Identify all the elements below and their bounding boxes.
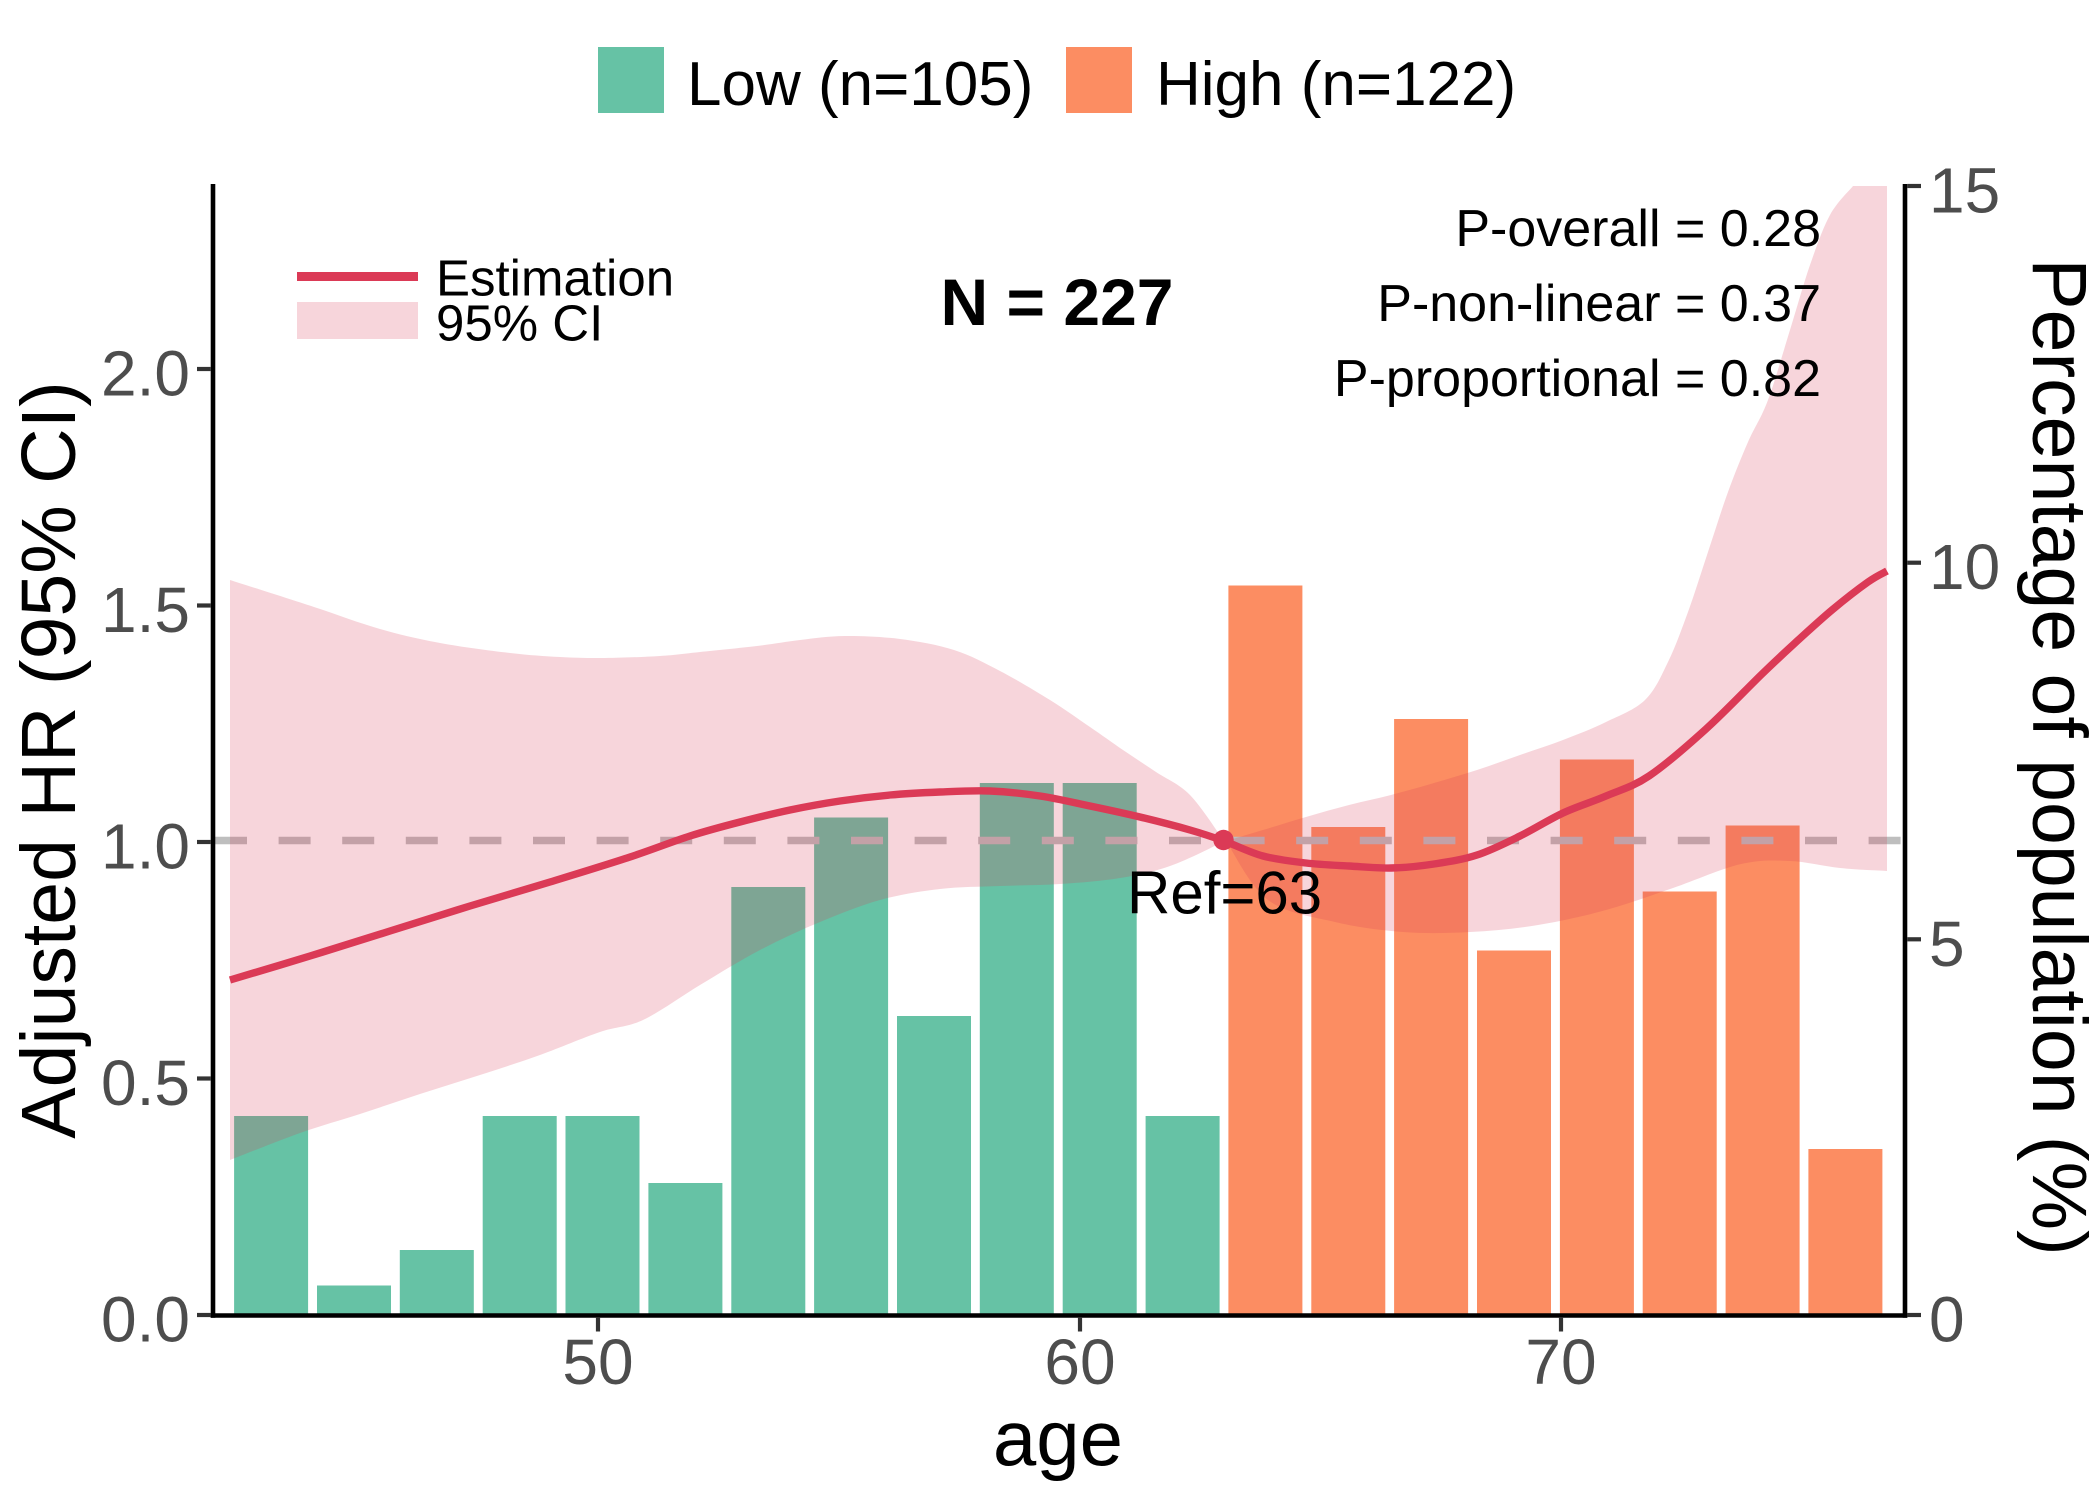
svg-text:N = 227: N = 227 bbox=[941, 265, 1174, 339]
svg-text:P-overall = 0.28: P-overall = 0.28 bbox=[1455, 200, 1821, 258]
svg-text:P-non-linear = 0.37: P-non-linear = 0.37 bbox=[1377, 275, 1821, 333]
svg-text:95% CI: 95% CI bbox=[436, 295, 603, 352]
svg-text:1.5: 1.5 bbox=[101, 574, 190, 646]
svg-text:High (n=122): High (n=122) bbox=[1156, 50, 1516, 119]
svg-text:10: 10 bbox=[1929, 531, 2000, 603]
svg-text:15: 15 bbox=[1929, 155, 2000, 227]
svg-text:5: 5 bbox=[1929, 908, 1965, 980]
svg-text:Percentage of population (%): Percentage of population (%) bbox=[2016, 258, 2100, 1255]
svg-text:Adjusted HR (95% CI): Adjusted HR (95% CI) bbox=[6, 381, 92, 1138]
svg-text:50: 50 bbox=[562, 1326, 633, 1398]
svg-text:2.0: 2.0 bbox=[101, 338, 190, 410]
svg-text:0.5: 0.5 bbox=[101, 1047, 190, 1119]
svg-text:Ref=63: Ref=63 bbox=[1127, 860, 1322, 927]
svg-text:70: 70 bbox=[1525, 1326, 1596, 1398]
svg-text:P-proportional = 0.82: P-proportional = 0.82 bbox=[1334, 350, 1821, 408]
svg-text:Low (n=105): Low (n=105) bbox=[687, 50, 1033, 119]
svg-text:age: age bbox=[993, 1394, 1123, 1482]
svg-text:60: 60 bbox=[1044, 1326, 1115, 1398]
svg-text:0.0: 0.0 bbox=[101, 1284, 190, 1356]
svg-text:0: 0 bbox=[1929, 1284, 1965, 1356]
svg-text:1.0: 1.0 bbox=[101, 811, 190, 883]
svg-text:Estimation: Estimation bbox=[436, 250, 674, 307]
